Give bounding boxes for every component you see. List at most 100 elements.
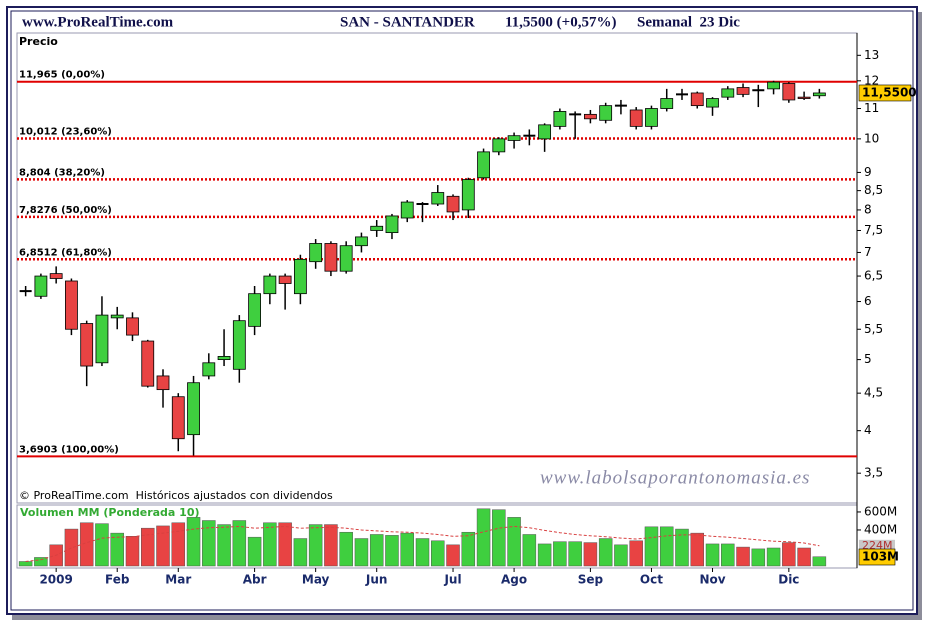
y-tick-label: 5 [864,352,872,366]
period: Semanal 23 Dic [637,14,740,30]
candle-body [721,88,735,98]
volume-title: Volumen MM (Ponderada 10) [20,506,200,519]
candle-body [171,396,185,440]
volume-bar [797,547,811,567]
candle-body [293,258,307,295]
y-tick-label: 6 [864,294,872,308]
volume-bar [446,544,460,567]
volume-bar [263,522,277,567]
candle-body [400,201,414,219]
volume-bar [507,517,521,567]
candle-body [339,245,353,272]
volume-bar [812,556,827,567]
y-tick-label: 4,5 [864,386,883,400]
y-tick-label: 7 [864,245,872,259]
volume-bar [659,526,674,567]
frame-inner [10,10,914,611]
level-label: 8,804 (38,20%) [19,167,105,178]
volume-bar [598,538,613,567]
x-tick-label: Feb [105,573,130,587]
candle-body [95,314,109,364]
candle-body [65,280,78,330]
volume-bar [232,520,247,567]
x-tick-label: Sep [578,573,604,587]
y-tick-label: 13 [864,48,879,62]
candle-body [553,111,567,127]
y-tick-label: 12 [864,73,879,87]
candle-body [538,124,552,140]
candle-body [355,236,368,247]
x-tick-label: Oct [640,573,663,587]
price-label: Precio [19,35,58,48]
candle-body [202,362,216,377]
x-tick-label: Mar [165,573,191,587]
candle-body [141,340,155,387]
volume-bar [492,509,506,567]
level-label: 7,8276 (50,00%) [19,205,112,216]
volume-bar [568,541,582,567]
candle-body [278,275,292,284]
candle-body [248,293,261,327]
volume-last-label: 103M [862,550,899,564]
volume-bar [308,524,323,567]
volume-bar [675,528,689,567]
x-tick-label: Dic [778,573,799,587]
level-label: 3,6903 (100,00%) [19,444,119,455]
candle-body [767,81,780,90]
x-tick-label: May [302,573,330,587]
y-tick-label: 9 [864,165,872,179]
volume-bar [95,523,109,567]
candle-body [782,83,796,101]
candle-body [446,195,460,213]
volume-bar [629,540,643,567]
volume-bar [736,546,750,567]
volume-bar [217,524,231,567]
candle-body [217,356,231,361]
candle-body [660,98,674,109]
volume-bar [385,535,399,567]
x-tick-label: Abr [243,573,267,587]
y-tick-label: 5,5 [864,322,883,336]
x-tick-label: Jun [365,573,388,587]
volume-bar [476,508,491,567]
volume-bar [461,531,476,567]
volume-ma [25,525,820,562]
candle-body [431,192,445,205]
volume-bar [431,540,445,567]
volume-bar [18,561,33,567]
candle-body [126,317,139,336]
x-tick-label: Nov [699,573,725,587]
volume-bar [293,538,308,567]
candle-body [492,138,506,153]
y-tick-label: 7,5 [864,223,883,237]
volume-bar [202,520,216,567]
candle-body [110,314,124,319]
candle-body [80,323,94,367]
volume-bar [324,524,338,567]
volume-bar [614,544,628,567]
volume-bar [705,543,720,567]
volume-bar [186,517,201,567]
volume-bar [34,557,48,567]
level-label: 6,8512 (61,80%) [19,247,112,258]
x-tick-label: Ago [501,573,527,587]
site: www.ProRealTime.com [22,14,174,30]
footnote: © ProRealTime.com Históricos ajustados c… [19,489,333,502]
volume-bar [690,532,705,567]
candle-body [507,135,521,141]
volume-bar [721,543,735,567]
y-tick-label: 4 [864,423,872,437]
volume-bar [110,532,124,567]
volume-bar [415,538,430,567]
volume-bar [583,542,598,567]
candle-body [477,151,490,179]
volume-bar [766,547,781,567]
volume-bar [79,522,94,567]
candle-body [629,109,643,127]
volume-bar [644,526,659,567]
y-tick-label: 8 [864,202,872,216]
volume-bar [522,534,537,567]
volume-bar [354,538,369,567]
candle-body [584,113,597,120]
